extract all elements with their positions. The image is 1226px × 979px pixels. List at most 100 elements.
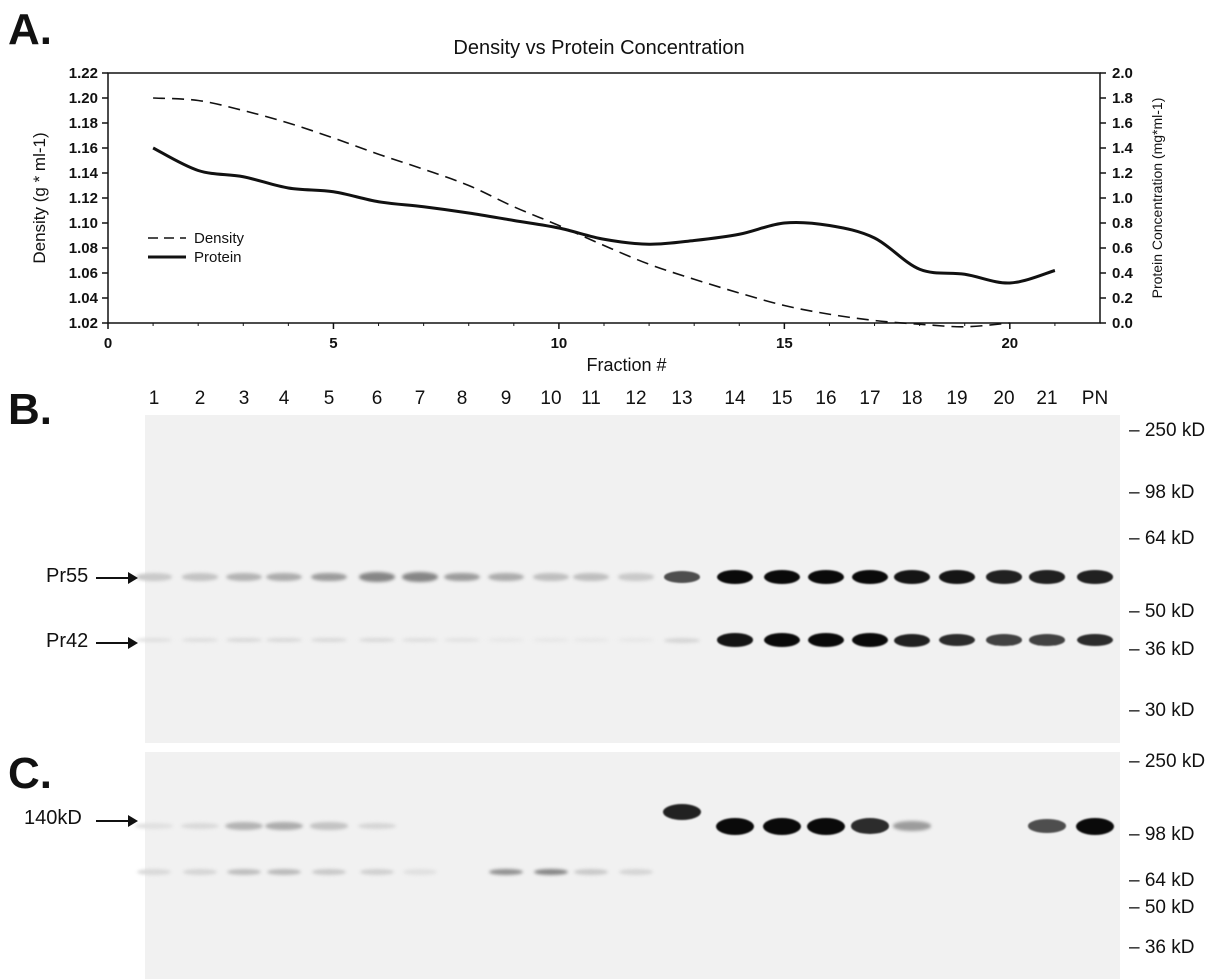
x-axis-label: Fraction #	[587, 355, 667, 375]
lane-label: 15	[771, 388, 793, 409]
low-mw-band	[489, 869, 523, 875]
low-mw-band	[619, 869, 653, 875]
pr55-band	[717, 570, 753, 584]
y-right-tick-label: 0.0	[1112, 315, 1133, 332]
series-line-density	[153, 97, 1010, 328]
lane-label: 17	[859, 388, 881, 409]
lane-label: 12	[625, 388, 647, 409]
x-tick-label: 15	[776, 335, 793, 352]
lane-label: 20	[993, 388, 1015, 409]
gp140-band	[225, 822, 263, 830]
y-left-tick-label: 1.18	[69, 115, 98, 132]
pr55-band	[1029, 570, 1065, 584]
gp140-band	[1076, 817, 1114, 835]
x-tick-label: 5	[329, 335, 337, 352]
plot-frame	[107, 72, 1101, 324]
pr55-band	[852, 570, 888, 584]
y-right-tick-label: 0.4	[1112, 265, 1134, 282]
low-mw-band	[312, 869, 346, 875]
lane-label: 13	[671, 388, 693, 409]
gp140-band	[265, 821, 303, 831]
y-left-tick-label: 1.08	[69, 240, 98, 257]
low-mw-band	[534, 869, 568, 875]
mw-marker-b: – 98 kD	[1129, 482, 1195, 503]
pr42-band	[573, 637, 609, 643]
low-mw-band	[183, 869, 217, 875]
lane-label: PN	[1081, 388, 1109, 409]
y-left-tick-label: 1.14	[69, 165, 99, 182]
x-tick-label: 0	[104, 335, 112, 352]
pr42-band	[359, 637, 395, 643]
panel-label-a: A.	[8, 5, 52, 54]
lane-label: 7	[414, 388, 426, 409]
y-right-tick-label: 0.8	[1112, 215, 1133, 232]
pr42-band	[266, 637, 302, 643]
pr42-band	[852, 633, 888, 647]
lane-label: 1	[148, 388, 160, 409]
pr55-band	[311, 572, 347, 582]
low-mw-band	[574, 869, 608, 875]
y-left-tick-label: 1.02	[69, 315, 98, 332]
pr55-band	[533, 573, 569, 581]
mw-marker-b: – 30 kD	[1129, 700, 1195, 721]
pr55-band	[136, 573, 172, 581]
y-left-tick-label: 1.06	[69, 265, 98, 282]
lane-label: 21	[1036, 388, 1058, 409]
y-right-tick-label: 1.6	[1112, 115, 1133, 132]
lane-label: 6	[371, 388, 383, 409]
pr55-band	[359, 572, 395, 582]
y-left-tick-label: 1.22	[69, 65, 98, 82]
pr55-band	[764, 570, 800, 584]
pr55-band	[488, 572, 524, 582]
gp140-band	[358, 822, 396, 830]
pr42-band	[764, 633, 800, 647]
low-mw-band	[227, 869, 261, 875]
lane-label: 8	[456, 388, 468, 409]
density-protein-chart: Density vs Protein Concentration 0 5 10 15 20…	[30, 37, 1165, 375]
y-right-tick-label: 0.2	[1112, 290, 1133, 307]
pr55-band	[444, 572, 480, 582]
pr42-band	[488, 637, 524, 643]
y-right-tick-label: 1.0	[1112, 190, 1133, 207]
pr55-band	[573, 573, 609, 581]
pr42-band	[1077, 633, 1113, 647]
mw-marker-c: – 64 kD	[1129, 870, 1195, 891]
x-tick-label: 20	[1001, 335, 1018, 352]
gp140-band	[763, 817, 801, 835]
y-left-tick-label: 1.04	[69, 290, 99, 307]
pr55-arrow	[96, 572, 138, 584]
legend-label: Density	[194, 230, 245, 247]
pr55-band	[664, 571, 700, 583]
lane-label: 2	[194, 388, 206, 409]
pr42-band	[1029, 634, 1065, 646]
low-mw-band	[267, 869, 301, 875]
lane-label: 5	[323, 388, 335, 409]
y-left-axis-label: Density (g * ml-1)	[30, 132, 49, 263]
lane-label: 16	[815, 388, 837, 409]
pr42-band	[808, 633, 844, 647]
legend-label: Protein	[194, 249, 242, 266]
gp140-band	[893, 821, 931, 831]
gp140-band	[663, 804, 701, 820]
pr55-band	[266, 572, 302, 582]
lane-label: 11	[581, 388, 601, 409]
mw-marker-c: – 250 kD	[1129, 751, 1206, 772]
pr55-band	[894, 570, 930, 584]
mw-marker-b: – 250 kD	[1129, 420, 1206, 441]
pr42-band	[894, 633, 930, 647]
mw-marker-b: – 64 kD	[1129, 528, 1195, 549]
y-left-tick-label: 1.16	[69, 140, 98, 157]
pr55-band	[182, 573, 218, 581]
pr42-band	[618, 637, 654, 643]
pr42-band	[533, 637, 569, 643]
series-line-protein	[152, 146, 1056, 285]
western-blot-c	[145, 752, 1120, 979]
pr42-band	[717, 633, 753, 647]
mw-marker-c: – 36 kD	[1129, 937, 1195, 958]
pr55-band	[402, 572, 438, 582]
pr42-label: Pr42	[46, 630, 89, 652]
y-left-tick-label: 1.12	[69, 190, 98, 207]
pr55-band	[1077, 570, 1113, 584]
y-right-tick-label: 0.6	[1112, 240, 1133, 257]
y-right-tick-label: 2.0	[1112, 65, 1133, 82]
